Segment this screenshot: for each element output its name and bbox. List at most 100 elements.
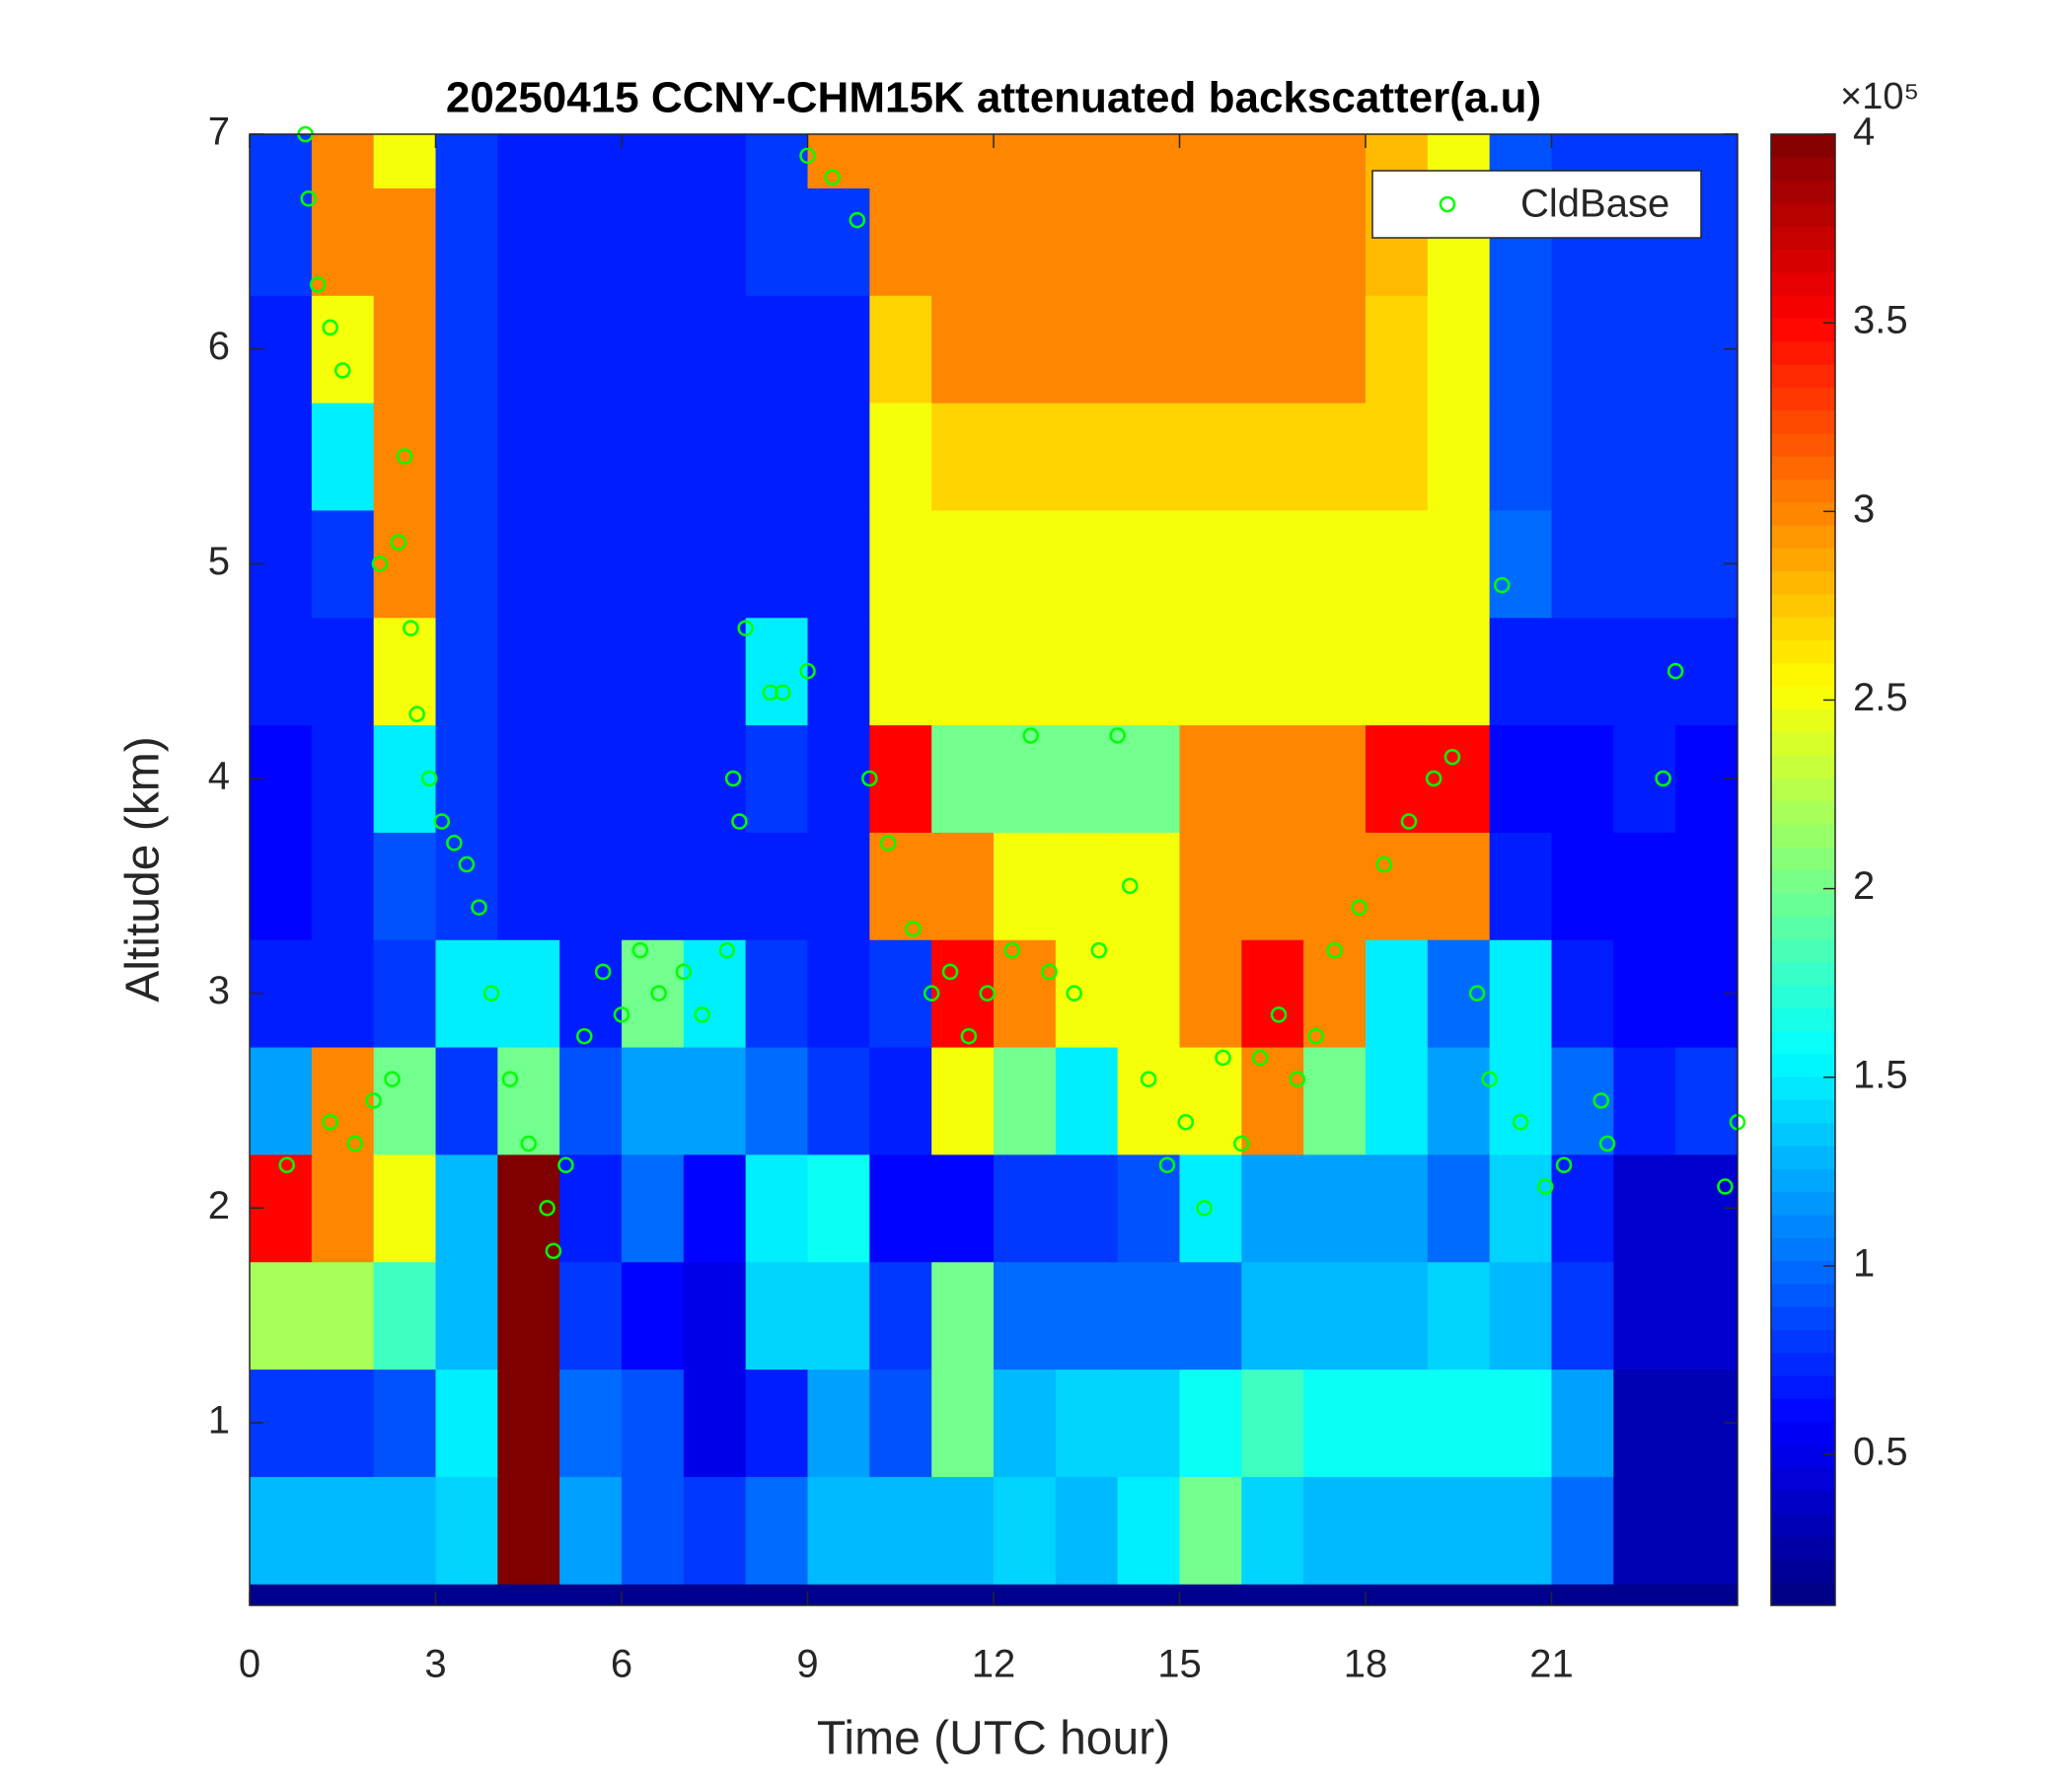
heatmap-cell [1179,187,1242,296]
colorbar-tick-label: 1.5 [1853,1053,1908,1096]
heatmap-cell [373,295,436,404]
heatmap-cell [1675,1047,1738,1155]
heatmap-cell [745,134,808,188]
colorbar-band [1771,1559,1835,1584]
heatmap-cell [807,1047,870,1155]
heatmap-cell [1179,1047,1242,1155]
colorbar-band [1771,432,1835,457]
heatmap-cell [1241,939,1304,1048]
heatmap-cell [869,187,932,296]
heatmap-cell [1055,1153,1119,1263]
heatmap-cell [807,1261,870,1371]
heatmap-cell [311,832,375,940]
heatmap-cell [1551,832,1614,940]
cloud-base-point [762,684,779,702]
heatmap-cell [1489,1047,1552,1155]
heatmap-cell [559,1369,623,1477]
heatmap-cell [807,295,870,404]
heatmap-cell [1117,1047,1180,1155]
heatmap-cell [1427,1369,1491,1477]
heatmap-cell [745,403,808,511]
heatmap-cell [622,1369,685,1477]
heatmap-cell [1117,403,1180,511]
cloud-base-point [300,190,317,207]
colorbar-tick-label: 3 [1853,487,1875,531]
heatmap-cell [1117,134,1180,188]
heatmap-cell [373,1047,436,1155]
heatmap-cell [373,1476,436,1585]
colorbar-band [1771,249,1835,273]
heatmap-cell [994,187,1057,296]
heatmap-cell [497,134,560,188]
heatmap-cell [1489,1261,1552,1371]
heatmap-cell [311,509,375,619]
heatmap-cell [1551,403,1614,511]
colorbar-band [1771,1467,1835,1492]
heatmap-cell [622,134,685,188]
heatmap-cell [1551,939,1614,1048]
cloud-base-point [384,1071,401,1087]
cloud-base-point [960,1027,978,1045]
heatmap-cell [497,1261,560,1371]
heatmap-cell [559,939,623,1048]
heatmap-cell [1241,724,1304,833]
heatmap-cell [931,134,995,188]
heatmap-cell [931,1047,995,1155]
heatmap-cell [435,134,498,188]
cloud-base-point [905,921,922,937]
heatmap-cell [1241,1369,1304,1477]
colorbar-band [1771,869,1835,894]
colorbar-band [1771,479,1835,503]
heatmap-cell [1489,617,1552,726]
heatmap-cell [435,1261,498,1371]
cloud-base-point [346,1135,364,1152]
x-tick-label: 18 [1344,1643,1388,1686]
heatmap-cell [1055,1261,1119,1371]
heatmap-cell [1303,832,1367,940]
cloud-base-point [694,1006,710,1023]
heatmap-cell [1489,1153,1552,1263]
colorbar-band [1771,593,1835,618]
heatmap-cell [311,1261,375,1371]
heatmap-cell [497,1047,560,1155]
heatmap-cell [373,1261,436,1371]
heatmap-cell [683,509,747,619]
colorbar-band [1771,1490,1835,1515]
y-tick-label: 3 [208,969,230,1012]
heatmap-cell [250,134,313,188]
heatmap-cell [931,1476,995,1585]
colorbar-band [1771,271,1835,296]
heatmap-cell [311,1476,375,1585]
heatmap-cell [622,1153,685,1263]
heatmap-cell [683,1047,747,1155]
colorbar-band [1771,961,1835,986]
heatmap-cell [1427,832,1491,940]
heatmap-cell [559,134,623,188]
heatmap-cell [745,939,808,1048]
heatmap-cell [683,1476,747,1585]
y-tick-label: 6 [208,325,230,368]
cloud-base-point [1066,985,1082,1002]
heatmap-cell [1241,832,1304,940]
heatmap-cell [435,1047,498,1155]
heatmap-cell [435,509,498,619]
heatmap-cell [994,832,1057,940]
heatmap-cell [250,403,313,511]
cloud-base-point [334,362,351,379]
cloud-base-point [1109,727,1126,744]
heatmap-cell [683,187,747,296]
heatmap-cell [994,295,1057,404]
heatmap-cell [1303,134,1367,188]
heatmap-cell [745,832,808,940]
heatmap-cell [1366,509,1429,619]
cloud-base-point [737,620,754,636]
cloud-base-point [539,1200,555,1217]
colorbar-band [1771,363,1835,388]
colorbar-frame [1770,133,1836,1606]
heatmap-cell [994,617,1057,726]
cloud-base-point [650,985,667,1002]
cloud-base-point [433,813,451,830]
heatmap-cell [1179,509,1242,619]
heatmap-cell [1055,939,1119,1048]
colorbar-band [1771,708,1835,733]
